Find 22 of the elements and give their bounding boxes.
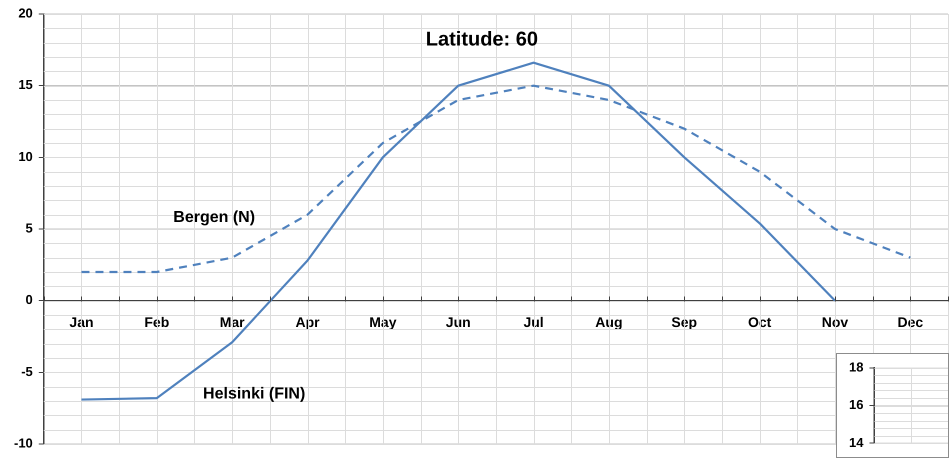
x-tick-label: Jan [69, 314, 94, 330]
x-tick-label: Jun [446, 314, 471, 330]
x-tick-label: Jul [523, 314, 544, 330]
y-tick-label: 5 [26, 220, 33, 236]
x-tick-label: Aug [595, 314, 623, 330]
x-tick-label: Feb [144, 314, 170, 330]
y-tick-label: 18 [848, 359, 864, 374]
y-tick-label: -10 [14, 436, 33, 451]
series-label: Helsinki (FIN) [203, 386, 306, 403]
series-label: Bergen (N) [173, 209, 256, 226]
y-tick-label: 10 [18, 148, 33, 164]
y-tick-label: 15 [18, 77, 33, 92]
x-tick-label: Sep [671, 314, 698, 330]
y-tick-label: -5 [21, 364, 33, 379]
y-tick-label: 20 [18, 6, 33, 21]
x-tick-label: Mar [220, 314, 246, 330]
text: Latitude: 60 [426, 28, 538, 51]
x-tick-label: Nov [822, 314, 848, 330]
y-tick-label: 14 [848, 434, 864, 450]
y-tick-label: 0 [26, 292, 33, 308]
x-tick-label: Dec [897, 314, 924, 330]
y-tick-label: 16 [848, 397, 864, 412]
